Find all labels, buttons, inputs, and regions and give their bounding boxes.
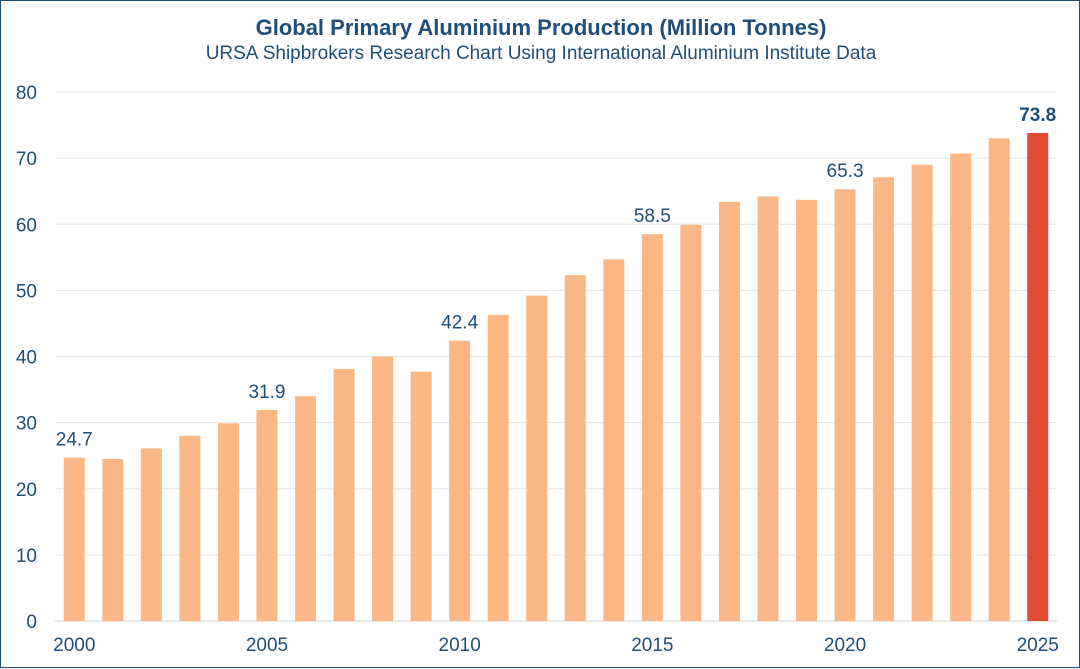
x-tick-label: 2005 xyxy=(246,635,288,656)
y-tick-label: 40 xyxy=(16,348,37,369)
data-label-2015: 58.5 xyxy=(634,206,671,227)
bar-2019 xyxy=(796,199,817,621)
x-tick-label: 2020 xyxy=(824,635,866,656)
bar-2003 xyxy=(179,435,201,621)
y-tick-label: 50 xyxy=(16,281,37,302)
bar-2000 xyxy=(63,457,85,621)
data-label-2000: 24.7 xyxy=(56,430,93,451)
data-label-2005: 31.9 xyxy=(248,382,285,403)
bar-2021 xyxy=(873,177,895,621)
bar-2013 xyxy=(564,275,586,621)
bar-2015 xyxy=(641,234,663,621)
gridlines xyxy=(55,91,1057,622)
bar-2009 xyxy=(410,371,432,621)
data-label-2020: 65.3 xyxy=(827,161,864,182)
x-tick-label: 2015 xyxy=(631,635,673,656)
y-tick-label: 80 xyxy=(16,83,37,104)
bar-2002 xyxy=(140,448,162,621)
bar-2018 xyxy=(757,196,779,622)
y-tick-label: 30 xyxy=(16,414,37,435)
bar-2007 xyxy=(333,369,355,621)
bar-2012 xyxy=(526,295,548,621)
y-tick-label: 20 xyxy=(16,480,37,501)
bar-2016 xyxy=(680,224,702,621)
bar-2023 xyxy=(950,153,972,621)
bar-2006 xyxy=(295,396,316,621)
bar-2022 xyxy=(911,164,933,622)
x-axis-labels: 2000 2005 2010 2015 2020 2025 xyxy=(53,635,1059,656)
y-tick-label: 0 xyxy=(26,612,37,633)
bar-2005 xyxy=(256,410,278,621)
y-tick-label: 10 xyxy=(16,546,37,567)
bar-2010 xyxy=(449,340,471,621)
bar-2004 xyxy=(217,423,239,621)
chart-subtitle: URSA Shipbrokers Research Chart Using In… xyxy=(205,43,877,64)
chart-title: Global Primary Aluminium Production (Mil… xyxy=(255,15,827,40)
bar-2001 xyxy=(102,458,124,621)
y-tick-label: 70 xyxy=(16,149,37,170)
bar-2014 xyxy=(603,259,625,621)
y-tick-label: 60 xyxy=(16,215,37,236)
bar-2017 xyxy=(718,201,740,621)
data-labels: 24.7 31.9 42.4 58.5 65.3 73.8 xyxy=(56,105,1056,451)
data-label-2025: 73.8 xyxy=(1019,105,1056,126)
bar-2020 xyxy=(834,189,856,622)
bar-2008 xyxy=(372,356,394,621)
y-axis-labels: 0 10 20 30 40 50 60 70 80 xyxy=(16,83,37,633)
bar-2024 xyxy=(988,138,1010,621)
x-tick-label: 2000 xyxy=(53,635,95,656)
data-label-2010: 42.4 xyxy=(441,313,478,334)
bars xyxy=(63,132,1049,622)
x-tick-label: 2010 xyxy=(439,635,481,656)
x-tick-label: 2025 xyxy=(1017,635,1059,656)
bar-2025 xyxy=(1027,132,1049,621)
bar-2011 xyxy=(487,314,509,621)
